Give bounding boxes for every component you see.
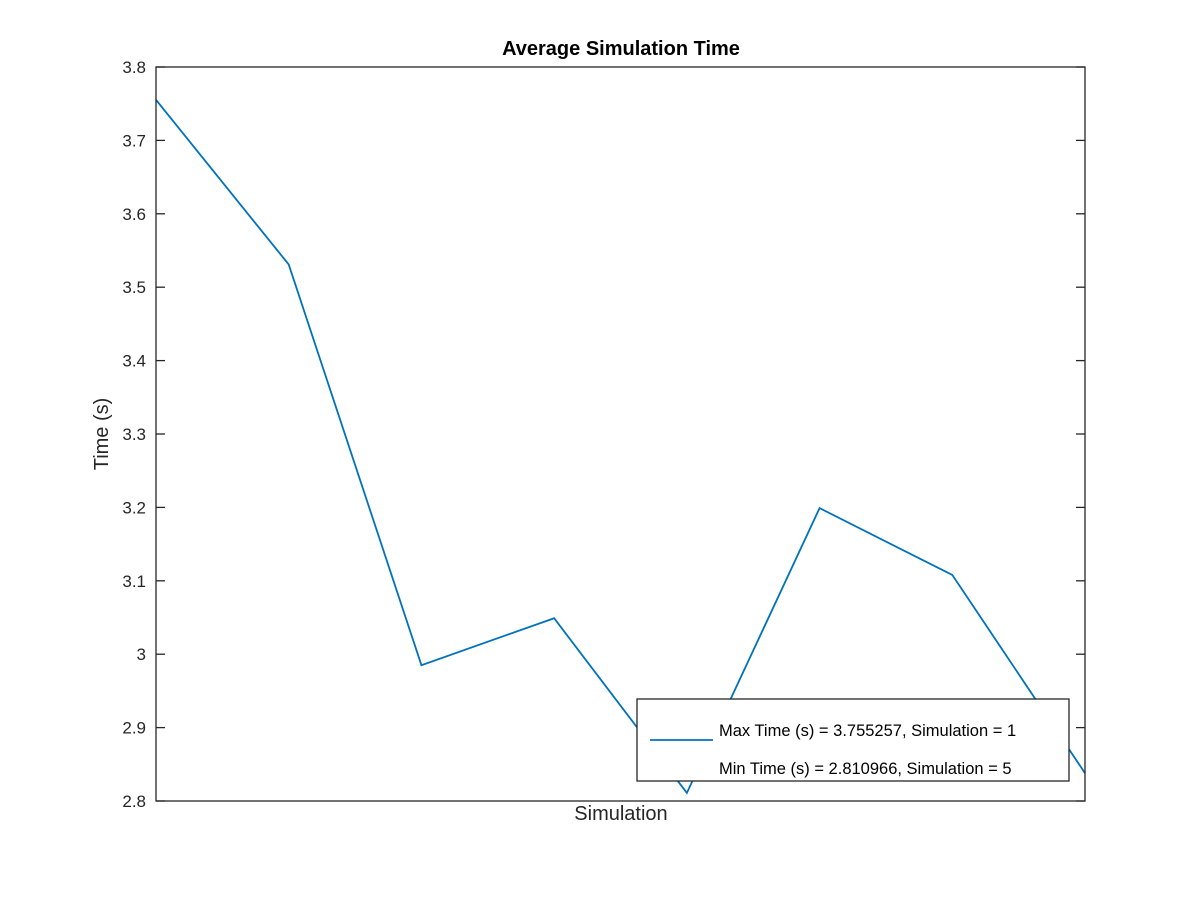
y-tick-label: 3.4 [122, 352, 146, 371]
plot-background [156, 67, 1085, 801]
y-tick-label: 3.6 [122, 205, 146, 224]
y-axis-ticks: 2.8 2.9 3 3.1 3.2 3.3 3.4 3.5 3.6 3.7 3.8 [122, 58, 1085, 811]
y-tick-label: 3.8 [122, 58, 146, 77]
y-tick-label: 3 [137, 645, 146, 664]
legend: Max Time (s) = 3.755257, Simulation = 1 … [636, 698, 1070, 782]
y-tick-label: 3.7 [122, 131, 146, 150]
y-axis-title: Time (s) [91, 398, 113, 471]
y-tick-label: 3.1 [122, 572, 146, 591]
y-tick-label: 2.8 [122, 792, 146, 811]
y-tick-label: 3.2 [122, 498, 146, 517]
legend-entry-min: Min Time (s) = 2.810966, Simulation = 5 [719, 760, 1012, 778]
x-axis-title: Simulation [574, 803, 667, 825]
y-tick-label: 3.5 [122, 278, 146, 297]
legend-entry-max: Max Time (s) = 3.755257, Simulation = 1 [719, 722, 1016, 740]
chart-title: Average Simulation Time [502, 38, 740, 60]
y-tick-label: 2.9 [122, 719, 146, 738]
plot-area [155, 66, 1086, 802]
y-tick-label: 3.3 [122, 425, 146, 444]
series-line [155, 99, 1086, 795]
